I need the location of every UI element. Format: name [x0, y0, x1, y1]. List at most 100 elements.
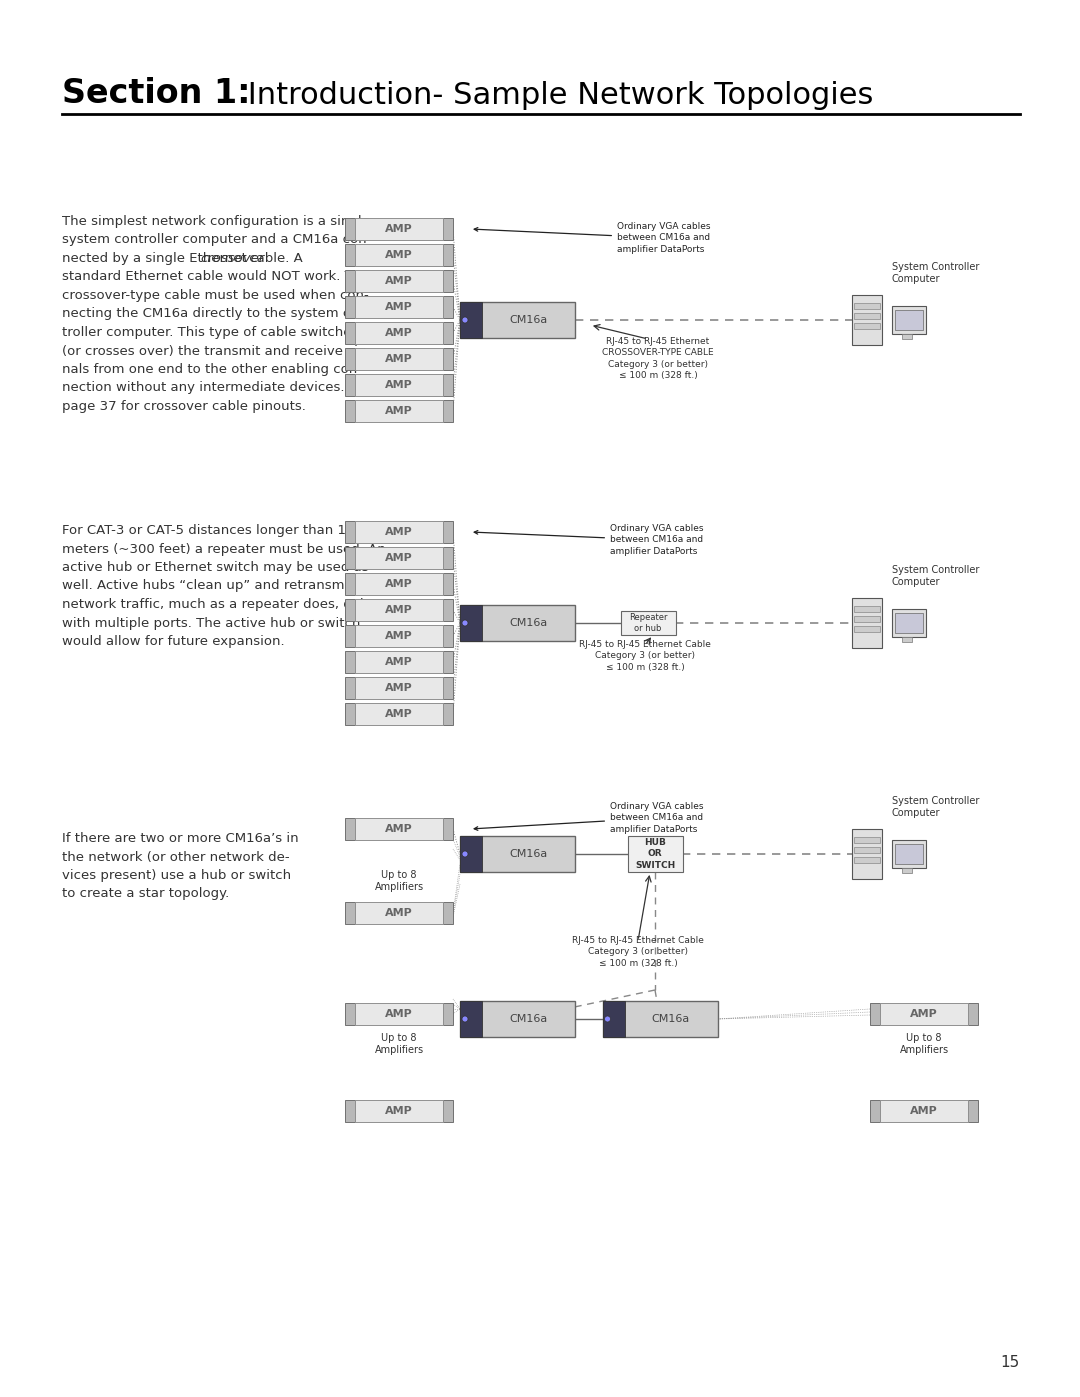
Bar: [355, 400, 443, 422]
Text: AMP: AMP: [386, 1106, 413, 1116]
Bar: [854, 847, 880, 854]
Bar: [345, 374, 355, 395]
Text: Repeater
or hub: Repeater or hub: [629, 613, 667, 633]
Bar: [968, 1003, 978, 1025]
Bar: [443, 296, 453, 319]
Bar: [852, 295, 882, 345]
Text: Introduction- Sample Network Topologies: Introduction- Sample Network Topologies: [238, 81, 874, 110]
Bar: [345, 521, 355, 543]
Text: For CAT-3 or CAT-5 distances longer than 100: For CAT-3 or CAT-5 distances longer than…: [62, 524, 363, 536]
Text: The simplest network configuration is a single: The simplest network configuration is a …: [62, 215, 369, 228]
Bar: [355, 270, 443, 292]
Bar: [895, 844, 923, 863]
Bar: [443, 819, 453, 840]
Text: AMP: AMP: [386, 224, 413, 235]
Bar: [443, 599, 453, 622]
Text: AMP: AMP: [386, 683, 413, 693]
Bar: [968, 1099, 978, 1122]
Text: with multiple ports. The active hub or switch: with multiple ports. The active hub or s…: [62, 616, 361, 630]
Text: CM16a: CM16a: [510, 314, 548, 326]
Bar: [443, 624, 453, 647]
Bar: [443, 270, 453, 292]
Text: CM16a: CM16a: [510, 1014, 548, 1024]
Bar: [443, 703, 453, 725]
Bar: [443, 1003, 453, 1025]
Bar: [443, 651, 453, 673]
Bar: [355, 1099, 443, 1122]
Bar: [345, 548, 355, 569]
Text: AMP: AMP: [386, 250, 413, 260]
Bar: [603, 1002, 717, 1037]
Circle shape: [462, 851, 468, 856]
Bar: [355, 296, 443, 319]
Text: AMP: AMP: [910, 1009, 937, 1018]
Bar: [355, 624, 443, 647]
Text: AMP: AMP: [386, 578, 413, 590]
Bar: [443, 321, 453, 344]
Bar: [892, 840, 926, 868]
Text: AMP: AMP: [386, 277, 413, 286]
Bar: [460, 1002, 575, 1037]
Bar: [460, 1002, 482, 1037]
Text: nection without any intermediate devices. See: nection without any intermediate devices…: [62, 381, 374, 394]
Bar: [627, 835, 683, 872]
Text: nals from one end to the other enabling con-: nals from one end to the other enabling …: [62, 363, 362, 376]
Text: AMP: AMP: [386, 605, 413, 615]
Text: AMP: AMP: [386, 302, 413, 312]
Bar: [355, 599, 443, 622]
Bar: [895, 613, 923, 633]
Bar: [355, 218, 443, 240]
Bar: [345, 624, 355, 647]
Bar: [443, 348, 453, 370]
Bar: [443, 400, 453, 422]
Bar: [355, 244, 443, 265]
Text: Up to 8
Amplifiers: Up to 8 Amplifiers: [375, 870, 423, 893]
Text: Ordinary VGA cables
between CM16a and
amplifier DataPorts: Ordinary VGA cables between CM16a and am…: [474, 802, 703, 834]
Text: System Controller
Computer: System Controller Computer: [892, 564, 980, 587]
Bar: [355, 1003, 443, 1025]
Bar: [355, 651, 443, 673]
Text: crossover-type cable must be used when con-: crossover-type cable must be used when c…: [62, 289, 368, 302]
Text: troller computer. This type of cable switches: troller computer. This type of cable swi…: [62, 326, 359, 339]
Text: If there are two or more CM16a’s in: If there are two or more CM16a’s in: [62, 833, 299, 845]
Bar: [355, 819, 443, 840]
Text: well. Active hubs “clean up” and retransmit the: well. Active hubs “clean up” and retrans…: [62, 580, 380, 592]
Text: AMP: AMP: [386, 1009, 413, 1018]
Bar: [345, 703, 355, 725]
Bar: [895, 310, 923, 330]
Text: AMP: AMP: [386, 824, 413, 834]
Bar: [443, 374, 453, 395]
Bar: [355, 573, 443, 595]
Text: vices present) use a hub or switch: vices present) use a hub or switch: [62, 869, 292, 882]
Circle shape: [462, 620, 468, 626]
Bar: [892, 306, 926, 334]
Bar: [345, 296, 355, 319]
Bar: [892, 609, 926, 637]
Text: AMP: AMP: [386, 380, 413, 390]
Bar: [902, 868, 912, 873]
Bar: [345, 678, 355, 698]
Text: nected by a single Ethernet: nected by a single Ethernet: [62, 251, 251, 265]
Bar: [852, 598, 882, 648]
Bar: [355, 374, 443, 395]
Bar: [443, 678, 453, 698]
Text: AMP: AMP: [386, 553, 413, 563]
Text: AMP: AMP: [386, 657, 413, 666]
Text: System Controller
Computer: System Controller Computer: [892, 261, 980, 284]
Bar: [854, 616, 880, 622]
Bar: [345, 321, 355, 344]
Text: RJ-45 to RJ-45 Ethernet Cable
Category 3 (or better)
≤ 100 m (328 ft.): RJ-45 to RJ-45 Ethernet Cable Category 3…: [572, 936, 704, 968]
Bar: [345, 348, 355, 370]
Text: standard Ethernet cable would NOT work. The: standard Ethernet cable would NOT work. …: [62, 271, 369, 284]
Text: Section 1:: Section 1:: [62, 77, 251, 110]
Text: Up to 8
Amplifiers: Up to 8 Amplifiers: [375, 1032, 423, 1055]
Text: Ordinary VGA cables
between CM16a and
amplifier DataPorts: Ordinary VGA cables between CM16a and am…: [474, 524, 703, 556]
Bar: [345, 573, 355, 595]
Bar: [345, 819, 355, 840]
Bar: [345, 270, 355, 292]
Text: crossover: crossover: [200, 251, 265, 265]
Bar: [345, 218, 355, 240]
Bar: [460, 605, 482, 641]
Text: AMP: AMP: [386, 353, 413, 365]
Bar: [880, 1099, 968, 1122]
